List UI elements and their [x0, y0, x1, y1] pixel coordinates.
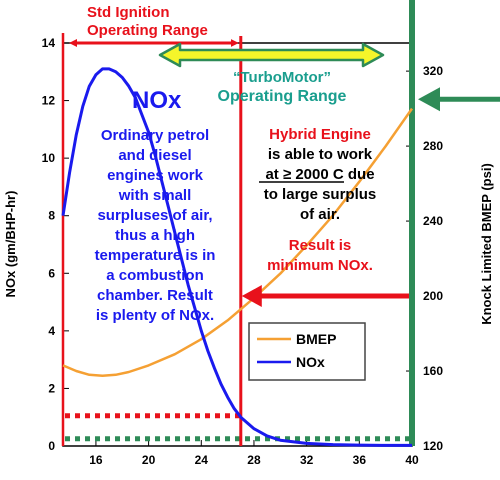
x-tick-label: 40: [405, 453, 419, 467]
x-tick-label: 16: [89, 453, 103, 467]
bmep-green-arrow-head: [418, 87, 440, 112]
series-bmep-line: [62, 107, 414, 377]
x-tick-label: 28: [247, 453, 261, 467]
hybrid-result-text: Result is minimum NOx.: [267, 237, 373, 274]
legend-bmep-label: BMEP: [296, 331, 336, 347]
series-nox-line: [61, 67, 412, 447]
std-range-label-1: Std Ignition: [87, 4, 169, 21]
left-tick-label: 12: [42, 94, 56, 108]
left-tick-label: 14: [42, 36, 56, 50]
left-tick-label: 6: [48, 266, 55, 280]
right-tick-label: 280: [423, 139, 443, 153]
hybrid-result-line: minimum NOx.: [267, 257, 373, 274]
legend-box: [248, 322, 366, 381]
turbo-range-arrow: [158, 42, 385, 68]
left-tick-label: 2: [48, 381, 55, 395]
blue-text-line: temperature is in: [95, 247, 216, 264]
left-axis-label: NOx (gm/BHP-hr): [3, 191, 18, 298]
x-tick-label: 32: [300, 453, 314, 467]
hybrid-title: Hybrid Engine: [269, 126, 371, 143]
x-tick-label: 36: [353, 453, 367, 467]
blue-text-line: is plenty of NOx.: [96, 307, 214, 324]
turbo-range-label-2: Operating Range: [218, 88, 347, 105]
legend-nox-label: NOx: [296, 354, 325, 370]
hybrid-text-line: to large surplus: [264, 186, 377, 203]
left-tick-label: 0: [48, 439, 55, 453]
bmep-red-arrow-head: [241, 285, 262, 308]
blue-text-line: with small: [118, 187, 192, 204]
right-axis-label: Knock Limited BMEP (psi): [479, 163, 494, 325]
right-tick-label: 120: [423, 439, 443, 453]
blue-text-line: Ordinary petrol: [101, 127, 209, 144]
blue-text-line: surpluses of air,: [97, 207, 212, 224]
right-tick-label: 200: [423, 289, 443, 303]
turbo-range-label-1: “TurboMotor”: [233, 69, 331, 86]
right-tick-label: 240: [423, 214, 443, 228]
annotation-arrows: [69, 39, 500, 308]
hybrid-text-line: of air.: [300, 206, 340, 223]
hybrid-result-line: Result is: [289, 237, 352, 254]
blue-text-line: a combustion: [106, 267, 204, 284]
blue-text-line: engines work: [107, 167, 204, 184]
blue-text-line: thus a high: [115, 227, 195, 244]
left-axis-ticks: 0 2 4 6 8 10 12 14: [42, 36, 69, 453]
hybrid-text-line: is able to work: [268, 146, 373, 163]
x-tick-label: 24: [195, 453, 209, 467]
blue-text-line: chamber. Result: [97, 287, 213, 304]
x-tick-label: 20: [142, 453, 156, 467]
blue-text-line: and diesel: [118, 147, 191, 164]
hybrid-text-line: at ≥ 2000 C due: [265, 166, 374, 183]
reference-lines: [61, 0, 415, 446]
std-range-label-2: Operating Range: [87, 22, 208, 39]
series-group: [61, 67, 414, 447]
nox-title: NOx: [132, 87, 182, 114]
blue-annotation-text: Ordinary petrol and diesel engines work wit…: [95, 127, 216, 324]
hybrid-annotation-text: is able to work at ≥ 2000 C due to large s…: [259, 146, 376, 223]
left-tick-label: 8: [48, 209, 55, 223]
left-tick-label: 4: [48, 324, 55, 338]
right-tick-label: 160: [423, 364, 443, 378]
left-tick-label: 10: [42, 151, 56, 165]
right-tick-label: 320: [423, 64, 443, 78]
legend: BMEP NOx: [248, 322, 366, 381]
